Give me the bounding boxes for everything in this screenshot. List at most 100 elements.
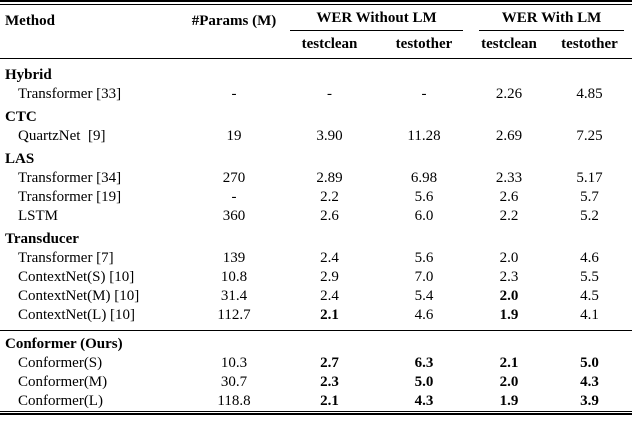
table-row: LSTM 360 2.6 6.0 2.2 5.2: [0, 207, 632, 226]
wer-nolm-testclean-cell: 3.90: [316, 127, 343, 144]
wer-lm-testclean-cell: 2.0: [499, 373, 519, 390]
section-label: CTC: [5, 108, 37, 125]
params-cell: 30.7: [220, 373, 248, 390]
col-header-params: #Params (M): [191, 13, 277, 29]
wer-nolm-testclean-cell: 2.3: [320, 373, 339, 390]
table-row: ContextNet(S) [10] 10.8 2.9 7.0 2.3 5.5: [0, 268, 632, 287]
section-header-row: CTC: [0, 104, 632, 127]
wer-nolm-testclean-cell: 2.1: [320, 392, 339, 409]
col-header-lm-testclean: testclean: [481, 35, 537, 52]
results-table: Method #Params (M) WER Without LM WER Wi…: [0, 5, 632, 411]
wer-nolm-testother-cell: 6.0: [414, 207, 434, 224]
baselines-section: Hybrid Transformer [33] - - - 2.26 4.85 …: [0, 58, 632, 330]
wer-nolm-testclean-cell: 2.4: [320, 287, 339, 304]
params-cell: 10.3: [220, 354, 248, 371]
table-row: Transformer [33] - - - 2.26 4.85: [0, 85, 632, 104]
section-header-row: LAS: [0, 146, 632, 169]
wer-nolm-testclean-cell: 2.6: [320, 207, 339, 224]
params-cell: 139: [222, 249, 246, 266]
wer-nolm-testclean-cell: 2.9: [320, 268, 339, 285]
wer-lm-testclean-cell: 1.9: [499, 392, 519, 409]
section-label: Transducer: [5, 230, 79, 247]
method-cell: ContextNet(S) [10]: [18, 268, 135, 285]
method-cell: ContextNet(M) [10]: [18, 287, 140, 304]
wer-lm-testother-cell: 5.17: [576, 169, 603, 186]
wer-nolm-testother-cell: 4.6: [414, 306, 434, 323]
wer-lm-testclean-cell: 2.6: [499, 188, 519, 205]
method-cell: ContextNet(L) [10]: [18, 306, 136, 323]
table-row: QuartzNet [9] 19 3.90 11.28 2.69 7.25: [0, 127, 632, 146]
wer-nolm-testother-cell: 5.0: [414, 373, 434, 390]
params-cell: 360: [222, 207, 246, 224]
method-cell: Conformer(S): [18, 354, 103, 371]
table-row: ContextNet(M) [10] 31.4 2.4 5.4 2.0 4.5: [0, 287, 632, 306]
method-cell: Conformer(M): [18, 373, 108, 390]
wer-lm-testclean-cell: 2.26: [495, 85, 523, 102]
wer-nolm-testother-cell: 4.3: [414, 392, 434, 409]
params-cell: 19: [226, 127, 242, 144]
params-cell: 31.4: [220, 287, 248, 304]
wer-lm-testother-cell: 5.2: [580, 207, 599, 224]
wer-lm-testclean-cell: 1.9: [499, 306, 519, 323]
wer-nolm-testclean-cell: 2.1: [320, 306, 339, 323]
wer-nolm-testclean-cell: 2.7: [320, 354, 339, 371]
wer-nolm-testother-cell: 7.0: [414, 268, 434, 285]
table-row: Transformer [7] 139 2.4 5.6 2.0 4.6: [0, 249, 632, 268]
col-header-method: Method: [5, 13, 55, 29]
col-header-lm-testother: testother: [561, 35, 618, 52]
wer-lm-testother-cell: 3.9: [580, 392, 599, 409]
wer-nolm-testother-cell: 6.3: [414, 354, 434, 371]
section-label: LAS: [5, 150, 35, 167]
col-group-wer-with-lm: WER With LM: [471, 5, 632, 31]
wer-lm-testclean-cell: 2.33: [495, 169, 523, 186]
wer-lm-testclean-cell: 2.0: [499, 287, 519, 304]
method-cell: Transformer [7]: [18, 249, 114, 266]
wer-nolm-testother-cell: 6.98: [410, 169, 438, 186]
wer-lm-testclean-cell: 2.3: [499, 268, 519, 285]
section-label: Hybrid: [5, 66, 52, 83]
wer-lm-testother-cell: 5.0: [580, 354, 599, 371]
wer-nolm-testother-cell: -: [421, 85, 427, 102]
table-row: Conformer(S) 10.3 2.7 6.3 2.1 5.0: [0, 354, 632, 373]
table-row: Transformer [34] 270 2.89 6.98 2.33 5.17: [0, 169, 632, 188]
wer-lm-testother-cell: 4.85: [576, 85, 603, 102]
method-cell: Transformer [34]: [18, 169, 122, 186]
col-group-wer-with-lm-label: WER With LM: [479, 10, 624, 31]
table-row: Conformer(L) 118.8 2.1 4.3 1.9 3.9: [0, 392, 632, 411]
method-cell: LSTM: [18, 207, 59, 224]
col-header-nolm-testclean: testclean: [301, 35, 358, 52]
wer-lm-testclean-cell: 2.2: [499, 207, 519, 224]
section-header-row: Conformer (Ours): [0, 329, 632, 354]
table-row: ContextNet(L) [10] 112.7 2.1 4.6 1.9 4.1: [0, 306, 632, 331]
table-row: Transformer [19] - 2.2 5.6 2.6 5.7: [0, 188, 632, 207]
params-cell: 118.8: [217, 392, 251, 409]
wer-nolm-testclean-cell: 2.89: [316, 169, 343, 186]
wer-lm-testother-cell: 4.3: [580, 373, 599, 390]
table-header: Method #Params (M) WER Without LM WER Wi…: [0, 5, 632, 58]
wer-lm-testother-cell: 4.5: [580, 287, 599, 304]
section-label: Conformer (Ours): [0, 329, 632, 354]
col-group-wer-without-lm-label: WER Without LM: [290, 10, 463, 31]
wer-nolm-testclean-cell: 2.2: [320, 188, 339, 205]
wer-nolm-testclean-cell: -: [327, 85, 332, 102]
wer-nolm-testother-cell: 5.6: [414, 188, 434, 205]
wer-lm-testclean-cell: 2.0: [499, 249, 519, 266]
wer-lm-testother-cell: 5.7: [580, 188, 599, 205]
section-header-row: Transducer: [0, 226, 632, 249]
wer-nolm-testother-cell: 5.6: [414, 249, 434, 266]
wer-nolm-testclean-cell: 2.4: [320, 249, 339, 266]
col-group-wer-without-lm: WER Without LM: [282, 5, 471, 31]
header-row-groups: Method #Params (M) WER Without LM WER Wi…: [0, 5, 632, 31]
table-row: Conformer(M) 30.7 2.3 5.0 2.0 4.3: [0, 373, 632, 392]
method-cell: Conformer(L): [18, 392, 103, 409]
wer-lm-testclean-cell: 2.1: [499, 354, 519, 371]
params-cell: -: [231, 188, 237, 205]
method-cell: Transformer [19]: [18, 188, 122, 205]
wer-lm-testother-cell: 7.25: [576, 127, 603, 144]
col-header-nolm-testother: testother: [395, 35, 453, 52]
table-bottom-rule: [0, 410, 632, 415]
wer-lm-testother-cell: 4.1: [580, 306, 599, 323]
wer-nolm-testother-cell: 5.4: [414, 287, 434, 304]
section-header-row: Hybrid: [0, 58, 632, 85]
